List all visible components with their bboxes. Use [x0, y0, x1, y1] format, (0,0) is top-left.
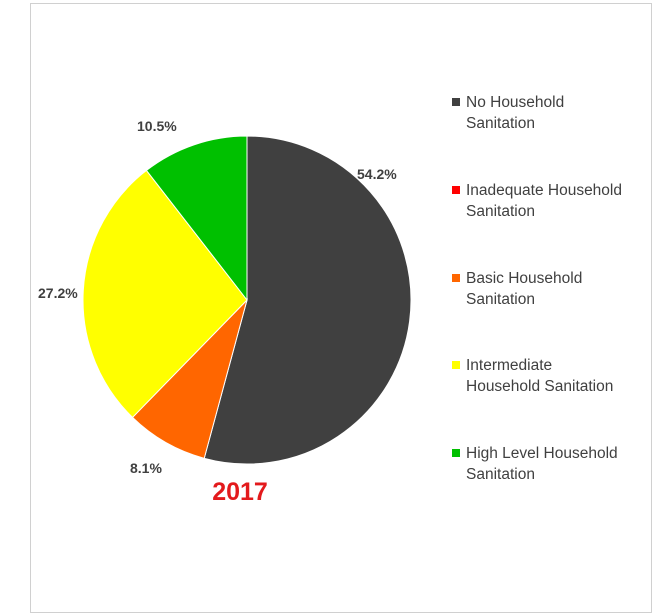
legend-label: High Level Household Sanitation: [466, 445, 618, 483]
legend-item-basic: Basic Household Sanitation: [452, 268, 626, 310]
legend-item-high-level: High Level Household Sanitation: [452, 443, 626, 485]
legend-swatch: [452, 449, 460, 457]
data-label-high-level-household: 10.5%: [137, 118, 177, 134]
legend-item-inadequate: Inadequate Household Sanitation: [452, 180, 626, 222]
slice-no-household: [203, 135, 412, 465]
legend-swatch: [452, 274, 460, 282]
data-label-basic-household: 8.1%: [130, 460, 162, 476]
legend-swatch: [452, 186, 460, 194]
legend-label: Intermediate Household Sanitation: [466, 357, 614, 395]
legend-swatch: [452, 98, 460, 106]
slice-high-level: [145, 135, 248, 302]
legend-swatch: [452, 361, 460, 369]
slice-intermediate: [82, 169, 248, 419]
legend-item-intermediate: Intermediate Household Sanitation: [452, 355, 626, 397]
legend-label: No Household Sanitation: [466, 94, 565, 132]
legend-item-no-household: No Household Sanitation: [452, 92, 626, 134]
legend-label: Inadequate Household Sanitation: [466, 182, 622, 220]
pie-chart: [82, 135, 412, 465]
legend-label: Basic Household Sanitation: [466, 270, 583, 308]
data-label-intermediate-household: 27.2%: [38, 285, 78, 301]
data-label-no-household: 54.2%: [357, 166, 397, 182]
chart-title: 2017: [212, 478, 268, 506]
